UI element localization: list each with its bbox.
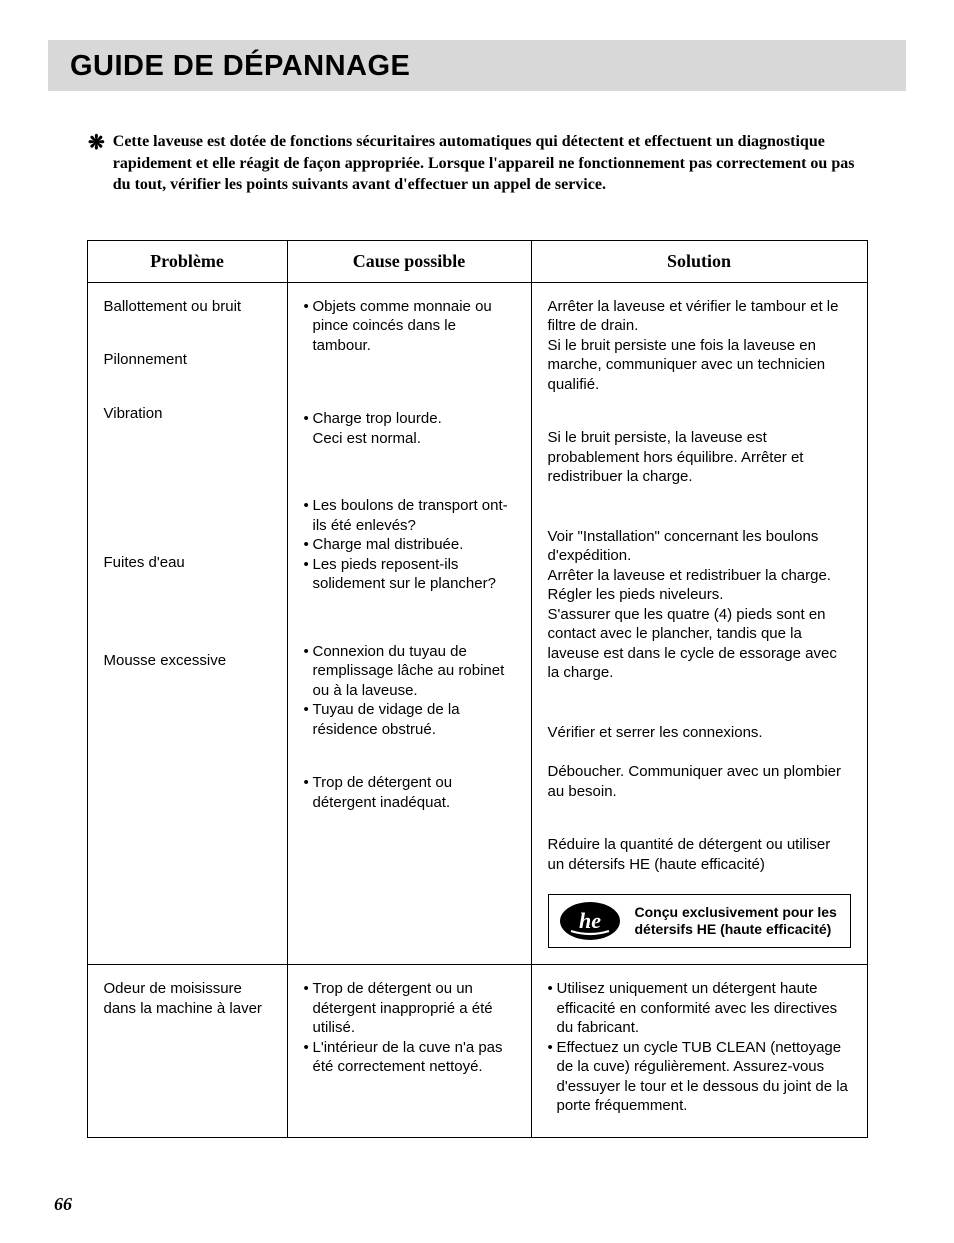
cell-problem: Ballottement ou bruit Pilonnement Vibrat… xyxy=(87,282,287,965)
cause-item: Charge trop lourde. Ceci est normal. xyxy=(304,409,515,448)
cause-item: L'intérieur de la cuve n'a pas été corre… xyxy=(304,1038,515,1077)
problem-text: Vibration xyxy=(104,404,271,424)
table-header-row: Problème Cause possible Solution xyxy=(87,240,867,282)
asterisk-icon: ❋ xyxy=(88,133,105,196)
solution-item: Effectuez un cycle TUB CLEAN (nettoyage … xyxy=(548,1038,851,1116)
cell-solution: Arrêter la laveuse et vérifier le tambou… xyxy=(531,282,867,965)
cause-item: Trop de détergent ou un détergent inappr… xyxy=(304,979,515,1038)
solution-text: Arrêter la laveuse et vérifier le tambou… xyxy=(548,297,851,395)
he-logo-icon: he xyxy=(559,901,621,941)
problem-text: Ballottement ou bruit xyxy=(104,297,271,317)
solution-text: Voir "Installation" concernant les boulo… xyxy=(548,527,851,683)
solution-text: Déboucher. Communiquer avec un plombier … xyxy=(548,762,851,801)
solution-text: Réduire la quantité de détergent ou util… xyxy=(548,835,851,874)
table-row: Ballottement ou bruit Pilonnement Vibrat… xyxy=(87,282,867,965)
problem-text: Odeur de moisissure dans la machine à la… xyxy=(104,979,271,1018)
problem-text: Mousse excessive xyxy=(104,651,271,671)
page-title: GUIDE DE DÉPANNAGE xyxy=(70,50,884,83)
cell-cause: Objets comme monnaie ou pince coincés da… xyxy=(287,282,531,965)
page-number: 66 xyxy=(54,1194,72,1215)
header-problem: Problème xyxy=(87,240,287,282)
cell-solution: Utilisez uniquement un détergent haute e… xyxy=(531,965,867,1138)
table-row: Odeur de moisissure dans la machine à la… xyxy=(87,965,867,1138)
troubleshooting-table: Problème Cause possible Solution Ballott… xyxy=(87,240,868,1138)
problem-text: Fuites d'eau xyxy=(104,553,271,573)
intro-paragraph: ❋ Cette laveuse est dotée de fonctions s… xyxy=(48,131,906,196)
he-note-text: Conçu exclusivement pour les détersifs H… xyxy=(635,904,840,939)
cause-item: Les pieds reposent-ils solidement sur le… xyxy=(304,555,515,594)
header-cause: Cause possible xyxy=(287,240,531,282)
title-band: GUIDE DE DÉPANNAGE xyxy=(48,40,906,91)
intro-text: Cette laveuse est dotée de fonctions séc… xyxy=(113,131,876,196)
problem-text: Pilonnement xyxy=(104,350,271,370)
cause-item: Tuyau de vidage de la résidence obstrué. xyxy=(304,700,515,739)
cause-item: Charge mal distribuée. xyxy=(304,535,515,555)
he-note-box: he Conçu exclusivement pour les détersif… xyxy=(548,894,851,948)
solution-text: Vérifier et serrer les connexions. xyxy=(548,723,851,743)
cell-cause: Trop de détergent ou un détergent inappr… xyxy=(287,965,531,1138)
cause-item: Connexion du tuyau de remplissage lâche … xyxy=(304,642,515,701)
cell-problem: Odeur de moisissure dans la machine à la… xyxy=(87,965,287,1138)
header-solution: Solution xyxy=(531,240,867,282)
solution-text: Si le bruit persiste, la laveuse est pro… xyxy=(548,428,851,487)
cause-item: Objets comme monnaie ou pince coincés da… xyxy=(304,297,515,356)
svg-text:he: he xyxy=(579,908,601,933)
page: GUIDE DE DÉPANNAGE ❋ Cette laveuse est d… xyxy=(0,0,954,1243)
cause-item: Les boulons de transport ont-ils été enl… xyxy=(304,496,515,535)
solution-item: Utilisez uniquement un détergent haute e… xyxy=(548,979,851,1038)
cause-item: Trop de détergent ou détergent inadéquat… xyxy=(304,773,515,812)
